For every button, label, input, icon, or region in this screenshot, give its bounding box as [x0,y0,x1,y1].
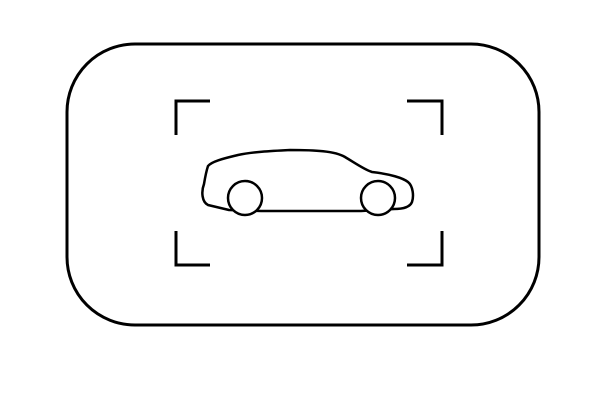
car-front-wheel [359,179,397,217]
car-rear-wheel [226,179,264,217]
corner-bracket-top-left [174,99,210,135]
car-icon [201,148,415,217]
viewfinder-brackets [174,99,444,267]
corner-bracket-bottom-left [174,231,210,267]
corner-bracket-bottom-right [407,231,444,267]
corner-bracket-top-right [407,99,444,135]
